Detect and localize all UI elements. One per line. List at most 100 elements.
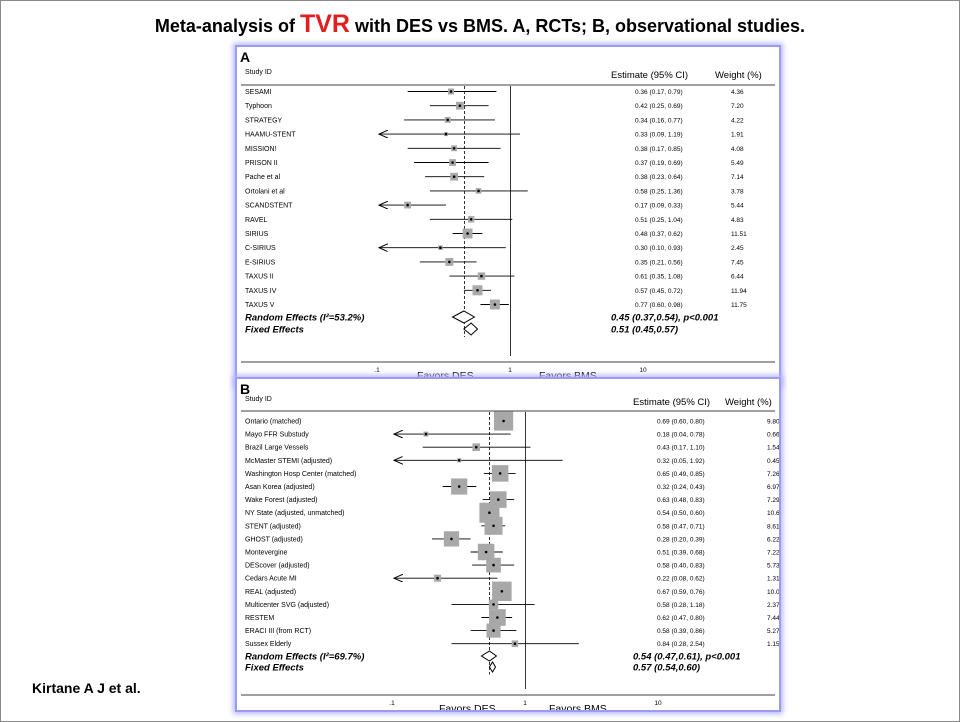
estimate-text: 0.32 (0.05, 1.92) [657, 458, 705, 465]
point-estimate [446, 118, 449, 122]
title-prefix: Meta-analysis of [154, 16, 300, 36]
point-estimate [439, 246, 442, 249]
estimate-text: 0.36 (0.17, 0.79) [635, 89, 683, 96]
estimate-text: 0.69 (0.60, 0.80) [657, 419, 705, 426]
weight-text: 5.73 [767, 563, 779, 570]
estimate-text: 0.37 (0.19, 0.69) [635, 160, 683, 167]
estimate-text: 0.17 (0.09, 0.33) [635, 203, 683, 210]
estimate-text: 0.48 (0.37, 0.62) [635, 231, 683, 238]
study-label: Wake Forest (adjusted) [245, 497, 318, 504]
estimate-text: 0.34 (0.16, 0.77) [635, 117, 683, 124]
study-label: Mayo FFR Substudy [245, 432, 309, 439]
study-label: Sussex Elderly [245, 641, 292, 648]
x-tick-label: .1 [374, 367, 380, 374]
study-label: Montevergine [245, 550, 288, 557]
x-tick-label: 1 [523, 700, 527, 707]
study-label: McMaster STEMI (adjusted) [245, 458, 332, 465]
point-estimate [457, 459, 461, 462]
estimate-text: 0.51 (0.39, 0.68) [657, 550, 705, 557]
point-estimate [513, 642, 517, 645]
favors-left-label: Favors DES [439, 703, 496, 710]
point-estimate [458, 104, 462, 107]
weight-text: 6.22 [767, 536, 779, 543]
weight-text: 7.45 [731, 259, 744, 266]
title-highlight: TVR [299, 10, 350, 38]
study-label: Ontario (matched) [245, 419, 301, 426]
forest-plot-a: A Study ID Estimate (95% CI) Weight (%) SESA… [240, 49, 775, 382]
summary-estimate-text: 0.51 (0.45,0.57) [611, 325, 678, 336]
point-estimate [452, 175, 456, 178]
estimate-text: 0.32 (0.24, 0.43) [657, 484, 705, 491]
summary-label: Fixed Effects [245, 663, 304, 674]
point-estimate [492, 629, 495, 632]
estimate-text: 0.57 (0.45, 0.72) [635, 288, 683, 295]
column-header-weight: Weight (%) [715, 70, 762, 81]
estimate-text: 0.58 (0.40, 0.83) [657, 563, 705, 570]
estimate-text: 0.84 (0.28, 2.54) [657, 641, 705, 648]
weight-text: 4.08 [731, 146, 744, 153]
weight-text: 1.91 [731, 132, 744, 139]
weight-text: 0.66 [767, 432, 779, 439]
estimate-text: 0.62 (0.47, 0.80) [657, 615, 705, 622]
point-estimate [474, 445, 478, 449]
weight-text: 11.94 [731, 288, 747, 295]
estimate-text: 0.58 (0.28, 1.18) [657, 602, 705, 609]
summary-diamond [451, 310, 476, 324]
study-label: TAXUS V [245, 302, 275, 309]
point-estimate [488, 511, 491, 514]
favors-right-label: Favors BMS [549, 703, 607, 710]
study-label: MISSION! [245, 146, 277, 153]
estimate-text: 0.42 (0.25, 0.69) [635, 103, 683, 110]
study-label: SESAMI [245, 89, 272, 96]
estimate-text: 0.38 (0.23, 0.64) [635, 174, 683, 181]
estimate-text: 0.51 (0.25, 1.04) [635, 217, 683, 224]
weight-text: 4.83 [731, 217, 744, 224]
point-estimate [502, 419, 505, 423]
point-estimate [424, 432, 428, 436]
panel-label: B [240, 381, 250, 397]
x-tick-label: 10 [639, 367, 647, 374]
estimate-text: 0.43 (0.17, 1.10) [657, 445, 705, 452]
study-label: Multicenter SVG (adjusted) [245, 602, 329, 609]
x-tick-label: .1 [389, 700, 395, 707]
study-label: TAXUS IV [245, 288, 277, 295]
study-label: STENT (adjusted) [245, 523, 301, 530]
author-credit: Kirtane A J et al. [32, 680, 141, 696]
point-estimate [480, 274, 483, 278]
x-tick-label: 1 [508, 367, 512, 374]
study-label: TAXUS II [245, 274, 274, 281]
point-estimate [451, 161, 454, 164]
study-label: Washington Hosp Center (matched) [245, 471, 356, 478]
title-suffix: with DES vs BMS. A, RCTs; B, observation… [349, 16, 806, 36]
summary-label: Fixed Effects [245, 325, 304, 336]
weight-text: 5.27 [767, 628, 779, 635]
point-estimate [406, 203, 409, 207]
estimate-text: 0.33 (0.09, 1.19) [635, 132, 683, 139]
weight-text: 11.75 [731, 302, 747, 309]
study-label: Brazil Large Vessels [245, 445, 309, 452]
slide-title: Meta-analysis of TVR with DES vs BMS. A,… [0, 10, 960, 39]
estimate-text: 0.18 (0.04, 0.78) [657, 432, 705, 439]
point-estimate [492, 524, 495, 528]
estimate-text: 0.65 (0.49, 0.85) [657, 471, 705, 478]
point-estimate [457, 485, 461, 488]
weight-text: 7.44 [767, 615, 779, 622]
study-label: SCANDSTENT [245, 203, 293, 210]
weight-text: 5.49 [731, 160, 744, 167]
point-estimate [500, 590, 504, 593]
estimate-text: 0.63 (0.48, 0.83) [657, 497, 705, 504]
study-label: RAVEL [245, 217, 268, 224]
study-label: C-SIRIUS [245, 245, 276, 252]
weight-text: 8.61 [767, 523, 779, 530]
weight-text: 2.45 [731, 245, 744, 252]
column-header-estimate: Estimate (95% CI) [611, 70, 688, 81]
point-estimate [476, 289, 479, 292]
study-label: PRISON II [245, 160, 278, 167]
point-estimate [484, 550, 488, 554]
point-estimate [477, 189, 480, 193]
weight-text: 1.15 [767, 641, 779, 648]
summary-diamond [488, 661, 497, 673]
forest-plot-panel-a: A Study ID Estimate (95% CI) Weight (%) SESA… [235, 45, 781, 386]
forest-plot-panel-b: B Study ID Estimate (95% CI) Weight (%) Onta… [235, 377, 781, 712]
